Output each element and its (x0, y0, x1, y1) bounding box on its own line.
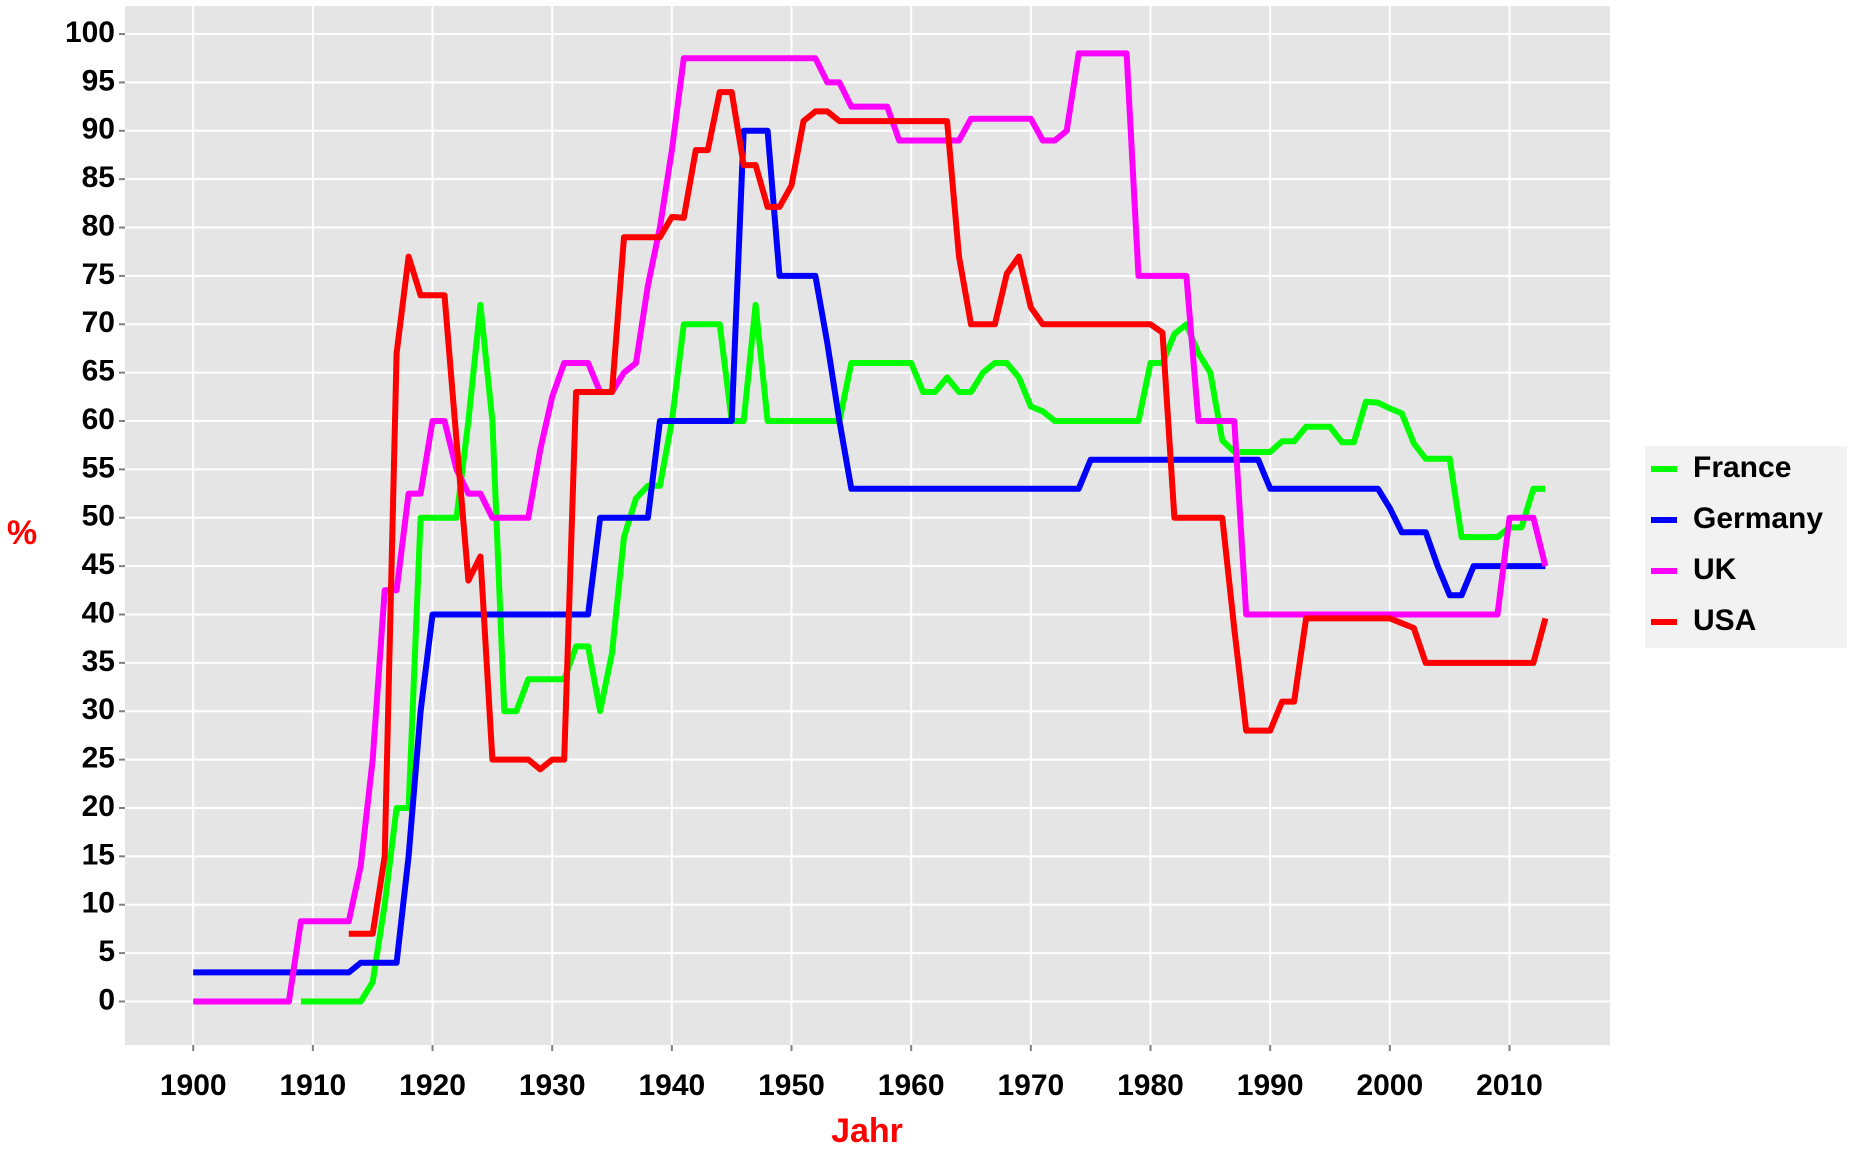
legend-label: UK (1693, 553, 1737, 586)
y-tick-label: 85 (82, 161, 115, 194)
x-tick-label: 1930 (519, 1069, 586, 1102)
y-tick-label: 15 (82, 838, 115, 871)
x-tick-label: 1910 (279, 1069, 346, 1102)
y-axis-title: % (7, 514, 37, 552)
x-tick-label: 1920 (399, 1069, 466, 1102)
legend-swatch (1651, 517, 1677, 523)
y-tick-label: 95 (82, 64, 115, 97)
legend-background (1645, 446, 1847, 648)
y-tick-label: 45 (82, 548, 115, 581)
y-tick-label: 35 (82, 645, 115, 678)
y-tick-label: 25 (82, 742, 115, 775)
legend-label: France (1693, 451, 1791, 484)
y-tick-label: 60 (82, 403, 115, 436)
x-tick-label: 1970 (997, 1069, 1064, 1102)
y-tick-label: 90 (82, 113, 115, 146)
y-tick-label: 5 (98, 935, 115, 968)
x-tick-label: 1980 (1117, 1069, 1184, 1102)
legend-swatch (1651, 619, 1677, 625)
x-tick-label: 1990 (1237, 1069, 1304, 1102)
series-line (300, 301, 1546, 1005)
plot-background (125, 6, 1610, 1045)
y-tick-label: 80 (82, 209, 115, 242)
legend-swatch (1651, 568, 1677, 574)
y-tick-label: 70 (82, 306, 115, 339)
y-tick-label: 30 (82, 693, 115, 726)
x-axis-title: Jahr (831, 1112, 903, 1150)
legend-label: Germany (1693, 502, 1823, 535)
x-tick-label: 1900 (160, 1069, 227, 1102)
y-tick-label: 75 (82, 258, 115, 291)
x-tick-label: 1940 (638, 1069, 705, 1102)
x-tick-label: 2010 (1476, 1069, 1543, 1102)
x-tick-label: 1960 (878, 1069, 945, 1102)
legend-swatch (1651, 466, 1677, 472)
x-tick-label: 1950 (758, 1069, 825, 1102)
x-tick-label: 2000 (1356, 1069, 1423, 1102)
y-tick-label: 10 (82, 887, 115, 920)
y-tick-label: 65 (82, 355, 115, 388)
series-line (193, 127, 1546, 976)
y-tick-label: 20 (82, 790, 115, 823)
y-tick-label: 55 (82, 451, 115, 484)
y-tick-label: 50 (82, 500, 115, 533)
y-tick-label: 0 (98, 983, 115, 1016)
series-line (348, 89, 1549, 937)
y-tick-label: 40 (82, 596, 115, 629)
y-tick-label: 100 (65, 16, 115, 49)
series-line (193, 50, 1549, 1005)
legend-label: USA (1693, 604, 1756, 637)
